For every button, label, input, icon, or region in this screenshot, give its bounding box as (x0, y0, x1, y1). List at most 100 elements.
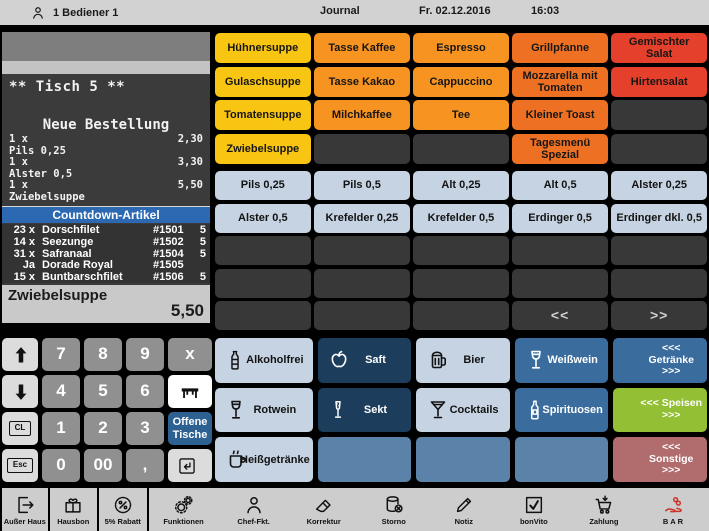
category-saft-label: Saft (365, 354, 386, 367)
page-next-button[interactable]: >> (611, 301, 707, 330)
bar-button[interactable]: BAR (639, 488, 709, 531)
beer-empty[interactable] (314, 301, 410, 330)
key-5[interactable]: 5 (84, 375, 122, 408)
article-gulaschsuppe[interactable]: Gulaschsuppe (215, 66, 311, 97)
category-bier[interactable]: Bier (416, 338, 510, 383)
article-empty[interactable] (314, 133, 410, 164)
article-zwiebelsuppe[interactable]: Zwiebelsuppe (215, 133, 311, 164)
article-tomatensuppe[interactable]: Tomatensuppe (215, 100, 311, 131)
category-heissgetraenke[interactable]: Heißgetränke (215, 437, 313, 482)
category-weisswein[interactable]: Weißwein (514, 338, 609, 383)
article-empty[interactable] (413, 133, 509, 164)
nav-sonstige[interactable]: <<< Sonstige >>> (613, 437, 707, 482)
category-empty[interactable] (514, 437, 609, 482)
rabatt-button[interactable]: 5% Rabatt (99, 488, 149, 531)
category-empty[interactable] (317, 437, 412, 482)
article-grid: Hühnersuppe Tasse Kaffee Espresso Grillpfan… (215, 33, 707, 164)
key-00-label: 00 (93, 455, 113, 475)
funktionen-button[interactable]: Funktionen (149, 488, 219, 531)
order-line-qty-price: 1 x 2,30 (9, 133, 203, 145)
beer-empty[interactable] (611, 236, 707, 265)
article-tagesmenu-spezial[interactable]: Tagesmenü Spezial (512, 133, 608, 164)
beer-pils-025[interactable]: Pils 0,25 (215, 171, 311, 200)
article-milchkaffee[interactable]: Milchkaffee (314, 100, 410, 131)
beer-empty[interactable] (413, 268, 509, 298)
key-comma[interactable]: , (126, 449, 164, 482)
chef-fkt-button[interactable]: Chef-Fkt. (219, 488, 289, 531)
beer-alt-025[interactable]: Alt 0,25 (413, 171, 509, 200)
article-mozzarella-mit-tomaten[interactable]: Mozzarella mit Tomaten (512, 66, 608, 97)
nav-getraenke[interactable]: <<< Getränke >>> (613, 338, 707, 383)
category-alkoholfrei[interactable]: Alkoholfrei (215, 338, 313, 383)
article-empty[interactable] (611, 100, 707, 131)
zahlung-button[interactable]: Zahlung (569, 488, 639, 531)
escape-key[interactable]: Esc (2, 449, 38, 482)
beer-erdinger-dkl-05-label: Erdinger dkl. 0,5 (616, 211, 702, 224)
scroll-down-key[interactable] (2, 375, 38, 408)
key-3[interactable]: 3 (126, 412, 164, 445)
category-spirituosen[interactable]: Spirituosen (514, 387, 609, 433)
article-empty[interactable] (611, 133, 707, 164)
beer-empty[interactable] (413, 301, 509, 330)
key-0[interactable]: 0 (42, 449, 80, 482)
beer-krefelder-05[interactable]: Krefelder 0,5 (413, 203, 509, 233)
enter-key[interactable] (168, 449, 212, 482)
beer-empty[interactable] (611, 268, 707, 298)
key-6[interactable]: 6 (126, 375, 164, 408)
beer-krefelder-025[interactable]: Krefelder 0,25 (314, 203, 410, 233)
article-gemischter-salat[interactable]: Gemischter Salat (611, 33, 707, 64)
beer-empty[interactable] (512, 268, 608, 298)
multiply-key[interactable]: x (168, 338, 212, 371)
korrektur-button[interactable]: Korrektur (289, 488, 359, 531)
article-hirtensalat[interactable]: Hirtensalat (611, 66, 707, 97)
beer-empty[interactable] (413, 236, 509, 265)
category-saft[interactable]: Saft (317, 338, 412, 383)
beer-alster-05[interactable]: Alster 0,5 (215, 203, 311, 233)
beer-empty[interactable] (314, 268, 410, 298)
beer-alt-05[interactable]: Alt 0,5 (512, 171, 608, 200)
key-2[interactable]: 2 (84, 412, 122, 445)
storno-button[interactable]: Storno (359, 488, 429, 531)
page-prev-button[interactable]: << (512, 301, 608, 330)
key-9[interactable]: 9 (126, 338, 164, 371)
beer-empty[interactable] (314, 236, 410, 265)
category-cocktails[interactable]: Cocktails (416, 387, 510, 433)
table-icon (177, 381, 203, 403)
article-espresso-label: Espresso (436, 42, 486, 55)
category-empty[interactable] (416, 437, 510, 482)
nav-speisen[interactable]: <<< Speisen >>> (613, 387, 707, 433)
beer-erdinger-dkl-05[interactable]: Erdinger dkl. 0,5 (611, 203, 707, 233)
beer-empty[interactable] (215, 301, 311, 330)
article-espresso[interactable]: Espresso (413, 33, 509, 64)
scroll-up-key[interactable] (2, 338, 38, 371)
bonvito-button[interactable]: bonVito (499, 488, 569, 531)
beer-empty[interactable] (215, 268, 311, 298)
open-tables-button[interactable]: Offene Tische (168, 412, 212, 445)
pencil-icon (453, 494, 475, 516)
hausbon-button[interactable]: Hausbon (50, 488, 99, 531)
notiz-button[interactable]: Notiz (429, 488, 499, 531)
key-1[interactable]: 1 (42, 412, 80, 445)
article-tasse-kaffee[interactable]: Tasse Kaffee (314, 33, 410, 64)
beer-alster-025[interactable]: Alster 0,25 (611, 171, 707, 200)
article-cappuccino[interactable]: Cappuccino (413, 66, 509, 97)
beer-empty[interactable] (512, 236, 608, 265)
ausser-haus-button[interactable]: Außer Haus (0, 488, 50, 531)
category-sekt[interactable]: Sekt (317, 387, 412, 433)
key-8[interactable]: 8 (84, 338, 122, 371)
clear-key[interactable]: CL (2, 412, 38, 445)
beer-pils-05[interactable]: Pils 0,5 (314, 171, 410, 200)
key-00[interactable]: 00 (84, 449, 122, 482)
current-item-name: Zwiebelsuppe (8, 287, 108, 304)
article-tee[interactable]: Tee (413, 100, 509, 131)
key-7[interactable]: 7 (42, 338, 80, 371)
article-huehnersuppe[interactable]: Hühnersuppe (215, 33, 311, 64)
beer-erdinger-05[interactable]: Erdinger 0,5 (512, 203, 608, 233)
article-kleiner-toast[interactable]: Kleiner Toast (512, 100, 608, 131)
table-key[interactable] (168, 375, 212, 408)
article-grillpfanne[interactable]: Grillpfanne (512, 33, 608, 64)
beer-empty[interactable] (215, 236, 311, 265)
article-tasse-kakao[interactable]: Tasse Kakao (314, 66, 410, 97)
key-4[interactable]: 4 (42, 375, 80, 408)
category-rotwein[interactable]: Rotwein (215, 387, 313, 433)
